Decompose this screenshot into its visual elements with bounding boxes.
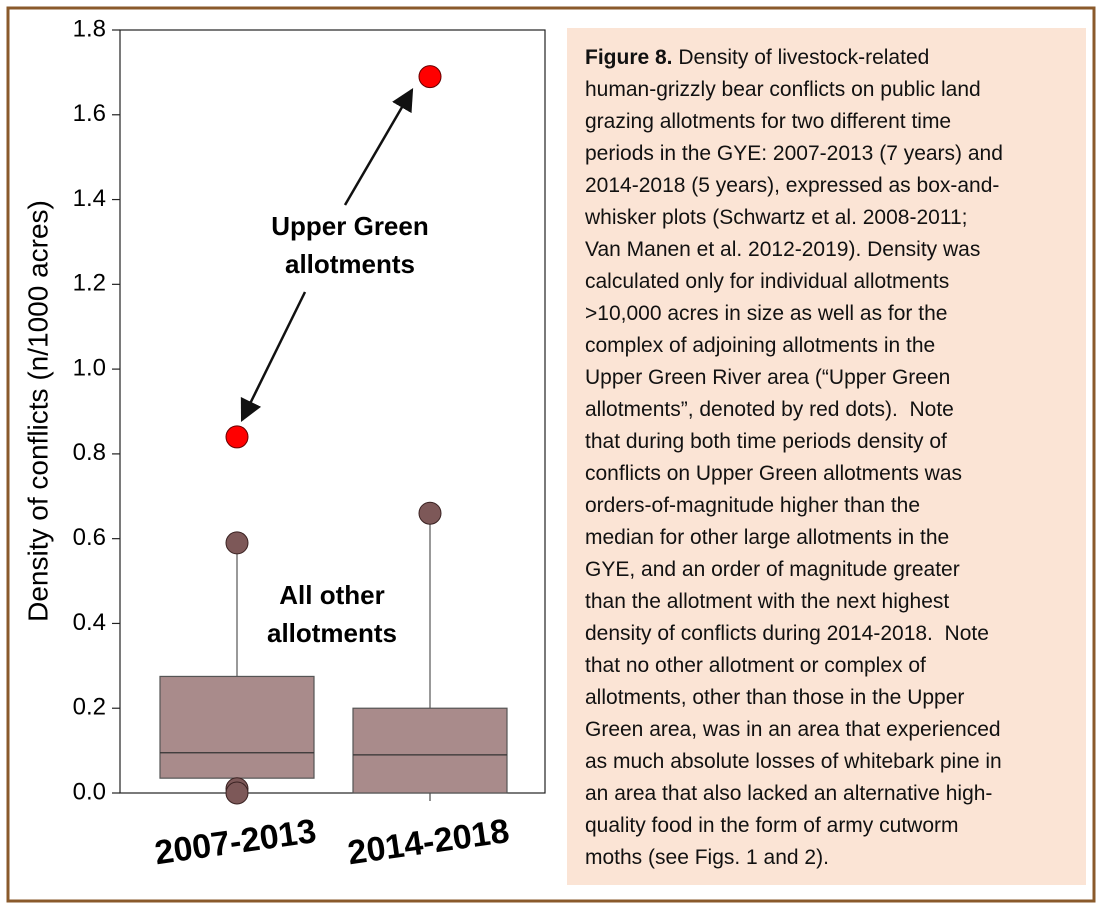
caption-line: whisker plots (Schwartz et al. 2008-2011…	[584, 206, 967, 229]
highlight-point	[418, 65, 442, 89]
frame	[6, 6, 1096, 903]
y-tick-label: 0.6	[73, 524, 106, 551]
y-tick-label: 0.8	[73, 439, 106, 466]
caption-line: orders-of-magnitude higher than the	[585, 494, 920, 517]
caption-line: median for other large allotments in the	[585, 526, 949, 549]
y-axis-label: Density of conflicts (n/1000 acres)	[22, 200, 53, 622]
caption-line: allotments”, denoted by red dots). Note	[585, 398, 954, 421]
annotation: All other	[279, 580, 384, 610]
y-tick-label: 1.2	[73, 270, 106, 297]
outlier	[225, 781, 249, 805]
caption-line: Figure 8. Density of livestock-related	[585, 46, 929, 69]
annotation: allotments	[267, 618, 397, 648]
caption-line: complex of adjoining allotments in the	[585, 334, 935, 357]
y-tick-label: 0.4	[73, 609, 106, 636]
y-tick-label: 0.0	[73, 778, 106, 805]
caption-line: periods in the GYE: 2007-2013 (7 years) …	[585, 142, 1003, 165]
caption-line: Van Manen et al. 2012-2019). Density was	[585, 238, 980, 261]
caption-line: human-grizzly bear conflicts on public l…	[585, 78, 981, 101]
x-tick-label: 2007-2013	[152, 812, 318, 872]
arrow	[343, 88, 414, 206]
y-tick-label: 1.8	[73, 15, 106, 42]
outlier	[418, 501, 442, 525]
caption-line: allotments, other than those in the Uppe…	[585, 686, 964, 709]
y-tick-label: 1.6	[73, 100, 106, 127]
x-tick-label: 2014-2018	[345, 812, 511, 872]
y-tick-label: 1.0	[73, 354, 106, 381]
caption-line: grazing allotments for two different tim…	[585, 110, 951, 133]
box	[159, 675, 315, 779]
annotation: Upper Green	[271, 211, 429, 241]
caption-line: conflicts on Upper Green allotments was	[585, 462, 962, 485]
caption-label: Figure 8.	[585, 46, 673, 69]
caption-box	[567, 28, 1086, 885]
caption-line: Upper Green River area (“Upper Green	[585, 366, 950, 389]
caption-line: 2014-2018 (5 years), expressed as box-an…	[585, 174, 999, 197]
highlight-point	[225, 425, 249, 449]
outlier	[225, 531, 249, 555]
annotation: allotments	[285, 249, 415, 279]
caption-line: density of conflicts during 2014-2018. N…	[585, 622, 989, 645]
y-tick-label: 0.2	[73, 694, 106, 721]
caption-line: than the allotment with the next highest	[585, 590, 949, 613]
caption-line: GYE, and an order of magnitude greater	[585, 558, 960, 581]
plot-area	[119, 29, 546, 794]
caption-text: Density of livestock-related	[673, 46, 930, 69]
caption-line: moths (see Figs. 1 and 2).	[585, 846, 829, 869]
arrow	[240, 291, 307, 423]
caption-line: calculated only for individual allotment…	[585, 270, 949, 293]
caption-line: >10,000 acres in size as well as for the	[585, 302, 947, 325]
caption-line: that no other allotment or complex of	[585, 654, 926, 677]
caption-line: that during both time periods density of	[585, 430, 947, 453]
y-tick-label: 1.4	[73, 185, 106, 212]
caption-line: Green area, was in an area that experien…	[585, 718, 1001, 741]
caption-line: an area that also lacked an alternative …	[585, 782, 992, 805]
caption-line: quality food in the form of army cutworm	[585, 814, 958, 837]
box	[352, 707, 508, 794]
caption-line: as much absolute losses of whitebark pin…	[585, 750, 1002, 773]
